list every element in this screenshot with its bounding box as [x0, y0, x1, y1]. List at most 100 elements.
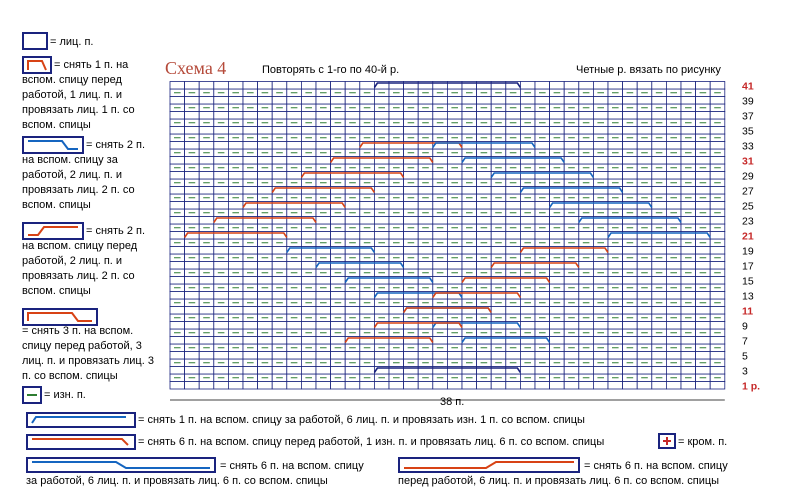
cell [709, 321, 726, 330]
cell [373, 111, 390, 120]
cell [344, 201, 361, 210]
cell [227, 156, 244, 165]
cell [388, 351, 405, 360]
cell [593, 96, 609, 105]
cell [490, 381, 507, 390]
cell [257, 366, 273, 375]
cell [666, 306, 682, 315]
cell [446, 336, 463, 345]
row-label: 1 р. [742, 380, 760, 392]
cell [505, 351, 521, 360]
cell [198, 261, 215, 270]
cell [257, 306, 273, 315]
cell [534, 216, 551, 225]
cell [286, 261, 302, 270]
cell [695, 201, 711, 210]
cell [505, 231, 521, 240]
cell [388, 201, 405, 210]
cell [578, 351, 594, 360]
cell [227, 171, 244, 180]
cell [563, 231, 580, 240]
symbol-edge [658, 433, 676, 449]
cell [490, 96, 507, 105]
cell [300, 81, 317, 90]
cell [607, 126, 624, 135]
cable-line [286, 247, 376, 253]
cell [593, 291, 609, 300]
cell [184, 111, 200, 120]
cell [271, 111, 288, 120]
row-label: 3 [742, 365, 748, 377]
cell [520, 96, 536, 105]
cell [709, 291, 726, 300]
cell [520, 81, 536, 90]
cell [300, 336, 317, 345]
cell [563, 141, 580, 150]
cell [578, 81, 594, 90]
cell [593, 171, 609, 180]
cell [417, 96, 434, 105]
cable-line [490, 172, 595, 178]
cell [563, 96, 580, 105]
cell [607, 351, 624, 360]
cell [695, 111, 711, 120]
cell [622, 381, 638, 390]
cell [257, 351, 273, 360]
cell [432, 351, 448, 360]
cell [184, 246, 200, 255]
cell [709, 186, 726, 195]
cable-line [402, 307, 492, 313]
cable-line [519, 247, 609, 253]
cable-line [373, 322, 463, 328]
row-label: 9 [742, 320, 748, 332]
cell [680, 156, 697, 165]
cell [184, 186, 200, 195]
scheme-note: Четные р. вязать по рисунку [576, 64, 721, 76]
cell [446, 186, 463, 195]
cell [169, 291, 186, 300]
cell [636, 156, 653, 165]
cell [184, 291, 200, 300]
cell [257, 141, 273, 150]
cell [680, 216, 697, 225]
cell [461, 96, 478, 105]
cell [607, 171, 624, 180]
cell [432, 126, 448, 135]
cell [520, 201, 536, 210]
cell [709, 201, 726, 210]
cell [300, 126, 317, 135]
cell [432, 186, 448, 195]
cell [549, 81, 565, 90]
cell [593, 351, 609, 360]
cell [622, 81, 638, 90]
cell [651, 156, 667, 165]
cell [315, 366, 332, 375]
cell [315, 111, 332, 120]
cell [315, 336, 332, 345]
cell [359, 231, 375, 240]
symbol-cable [22, 222, 84, 240]
cell [257, 321, 273, 330]
cell [417, 261, 434, 270]
cell [578, 336, 594, 345]
cell [432, 96, 448, 105]
cell [607, 321, 624, 330]
cell [417, 216, 434, 225]
cell [417, 231, 434, 240]
row-label: 35 [742, 125, 754, 137]
cable-line [344, 337, 434, 343]
cell [257, 126, 273, 135]
cell [534, 96, 551, 105]
cell [709, 96, 726, 105]
cell [330, 231, 346, 240]
cell [403, 246, 419, 255]
cell [476, 246, 492, 255]
cable-line [490, 262, 580, 268]
cell [651, 336, 667, 345]
cell [490, 201, 507, 210]
cell [169, 246, 186, 255]
cell [169, 381, 186, 390]
cell [593, 81, 609, 90]
cell [286, 276, 302, 285]
cell [593, 366, 609, 375]
